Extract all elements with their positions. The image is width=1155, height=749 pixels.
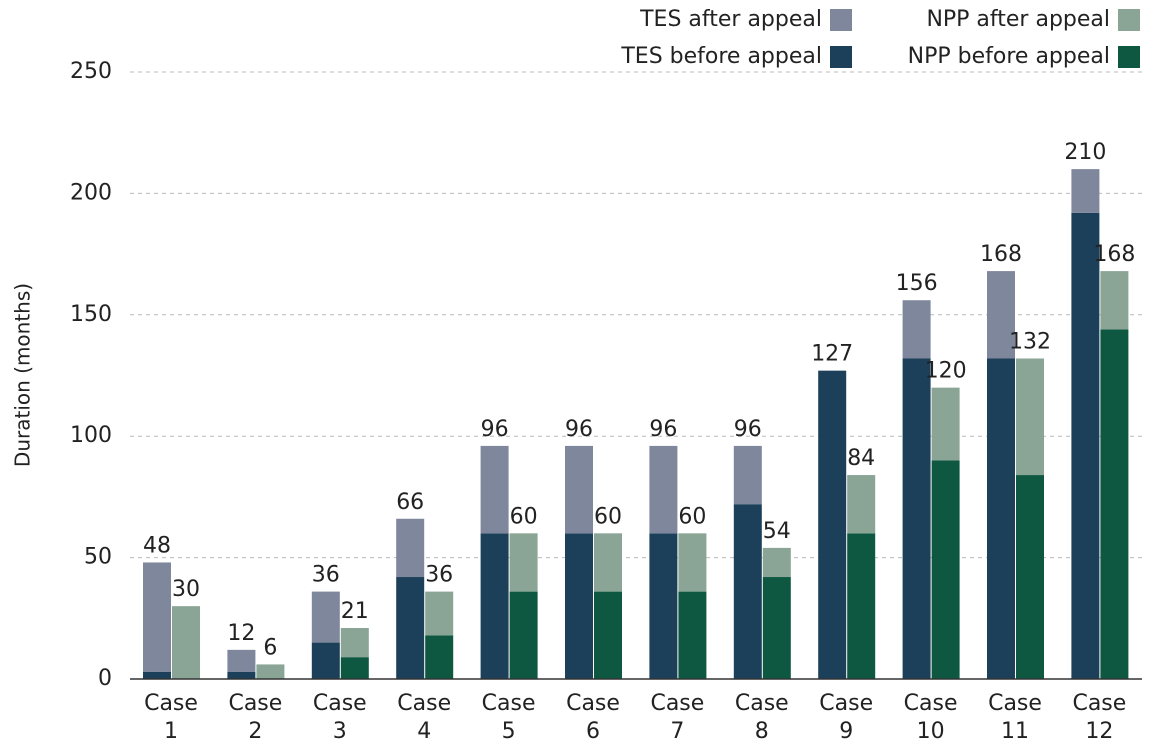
bar-segment [509,533,538,592]
total-label: 60 [510,504,538,529]
bar-segment [311,642,340,679]
total-label: 96 [649,417,677,442]
x-tick-label: Case 8 [734,691,789,744]
total-label: 21 [341,599,369,624]
bar-segment [425,635,454,679]
bar-segment [1100,329,1129,679]
total-label: 156 [896,271,938,296]
y-tick-label: 0 [98,666,112,691]
bar-segment [340,657,369,679]
total-label: 96 [565,417,593,442]
total-label: 168 [980,242,1022,267]
total-label: 30 [172,577,200,602]
x-tick-label: Case 4 [397,691,452,744]
legend-label: NPP after appeal [926,7,1110,32]
x-tick-label: Case 11 [988,691,1042,744]
y-tick-label: 100 [70,423,112,448]
x-tick-label: Case 9 [819,691,874,744]
bar-segment [480,445,509,534]
total-label: 54 [763,519,791,544]
bar-segment [509,591,538,679]
total-label: 132 [1009,330,1051,355]
y-axis-title: Duration (months) [11,283,35,467]
bar-segment [227,649,256,672]
bar-segment [847,533,876,679]
total-label: 6 [263,635,277,660]
bar-segment [987,358,1015,679]
bar-segment [1100,271,1129,330]
legend-swatch [830,9,852,31]
bar-segment [227,671,256,679]
bar-segment [594,591,622,679]
bar-segment [649,533,678,679]
bar-segment [1071,169,1100,213]
legend-swatch [1118,46,1140,68]
x-tick-label: Case 5 [481,691,536,744]
x-tick-label: Case 12 [1072,691,1127,744]
total-label: 96 [481,417,509,442]
x-tick-label: Case 1 [144,691,198,744]
bar-segment [143,671,171,679]
legend-swatch [830,46,852,68]
bar-segment [818,370,847,679]
total-label: 66 [396,490,424,515]
legend-label: TES after appeal [639,7,822,32]
total-label: 36 [425,563,453,588]
bar-segment [762,577,791,679]
bar-segment [762,547,791,578]
total-label: 210 [1064,140,1106,165]
bar-segment [340,628,369,658]
bar-segment [733,504,762,679]
bar-segment [1016,358,1044,476]
total-label: 60 [678,504,706,529]
total-label: 96 [734,417,762,442]
total-label: 36 [312,563,340,588]
bar-segment [678,591,707,679]
bar-segment [649,445,678,534]
total-label: 12 [227,621,255,646]
y-tick-label: 50 [84,545,112,570]
legend-swatch [1118,9,1140,31]
x-tick-label: Case 6 [566,691,620,744]
total-label: 127 [811,342,853,367]
bar-segment [143,562,171,672]
bar-segment [256,664,285,679]
bar-segment [931,460,960,679]
total-label: 120 [925,359,967,384]
total-label: 84 [847,446,875,471]
bar-segment [847,475,876,534]
y-tick-label: 200 [70,180,112,205]
bar-segment [987,271,1015,359]
bar-segment [172,606,200,679]
legend-label: NPP before appeal [908,44,1110,69]
total-label: 168 [1093,242,1135,267]
total-label: 48 [143,533,171,558]
bar-segment [902,358,931,679]
bar-segment [594,533,622,592]
bar-segment [396,518,425,578]
bar-segment [396,577,425,679]
legend-label: TES before appeal [620,44,822,69]
total-label: 60 [594,504,622,529]
x-tick-label: Case 2 [228,691,283,744]
bar-segment [425,591,454,636]
bar-segment [902,300,931,359]
bar-segment [565,533,593,679]
x-tick-label: Case 7 [650,691,705,744]
bar-segment [733,445,762,505]
bar-segment [480,533,509,679]
x-tick-label: Case 3 [312,691,367,744]
bar-segment [1071,212,1100,679]
x-tick-label: Case 10 [903,691,958,744]
bar-segment [565,445,593,534]
y-tick-label: 250 [70,59,112,84]
bar-segment [678,533,707,592]
bar-segment [931,387,960,461]
y-tick-label: 150 [70,302,112,327]
bar-segment [1016,475,1044,679]
bar-segment [311,591,340,643]
